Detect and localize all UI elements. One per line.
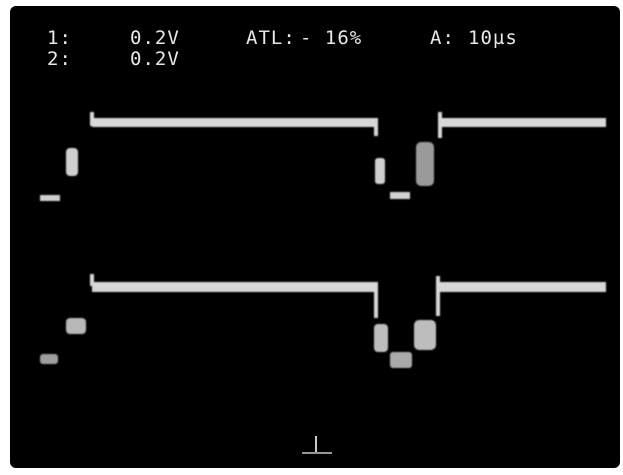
oscilloscope-screen: 1: 0.2V ATL: - 16% A: 10µs 2: 0.2V [10, 6, 620, 468]
ch1-ringing-left [66, 148, 78, 176]
ch2-low-segment-mid [390, 352, 412, 368]
ch1-low-segment-left [40, 195, 60, 201]
trigger-value: - 16% [300, 27, 363, 49]
ch2-edge-left [90, 274, 94, 286]
ch2-trace [40, 274, 606, 368]
ch2-scale: 0.2V [130, 48, 180, 70]
paper-margin [0, 0, 10, 475]
timebase-value: 10µs [468, 27, 518, 49]
ch1-scale: 0.2V [130, 27, 180, 49]
ch2-ringing-rise [414, 320, 436, 350]
timebase-label: A: [430, 27, 455, 49]
ch1-low-segment-mid [390, 192, 410, 199]
ch2-ringing-mid [374, 324, 388, 352]
ch2-edge-rise [436, 276, 440, 316]
ch2-high-segment-1 [92, 282, 378, 292]
ch1-high-segment-1 [92, 118, 378, 127]
ch1-edge-fall [374, 118, 378, 136]
ch2-label: 2: [47, 48, 72, 70]
ch1-trace [40, 112, 606, 201]
trigger-label: ATL: [246, 27, 296, 49]
ch2-ringing-left [66, 318, 86, 334]
ch2-low-segment-left [40, 354, 58, 364]
ch2-edge-fall [374, 284, 378, 318]
waveform-area [40, 112, 606, 454]
ch2-high-segment-2 [440, 282, 606, 292]
trigger-marker [302, 436, 332, 454]
ch1-high-segment-2 [440, 118, 606, 127]
ch1-ringing-mid [375, 158, 385, 184]
ch1-ringing-rise [416, 142, 434, 186]
ch1-label: 1: [47, 27, 72, 49]
